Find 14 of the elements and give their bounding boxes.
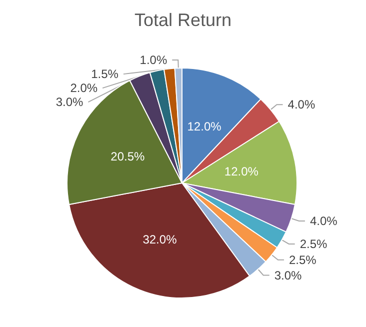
data-label: 20.5% [110, 149, 146, 164]
data-label: 12.0% [224, 164, 259, 179]
data-label: 3.0% [274, 268, 302, 282]
chart-title: Total Return [134, 10, 232, 30]
data-label: 2.5% [288, 252, 317, 267]
data-label: 12.0% [187, 120, 222, 134]
data-label: 3.0% [56, 95, 84, 110]
data-label: 2.0% [70, 81, 98, 96]
data-label: 1.0% [140, 53, 168, 68]
data-label: 32.0% [142, 232, 178, 246]
data-label: 4.0% [288, 98, 316, 112]
data-label: 1.5% [91, 67, 119, 82]
data-label: 4.0% [310, 214, 338, 228]
data-label: 2.5% [300, 236, 328, 251]
